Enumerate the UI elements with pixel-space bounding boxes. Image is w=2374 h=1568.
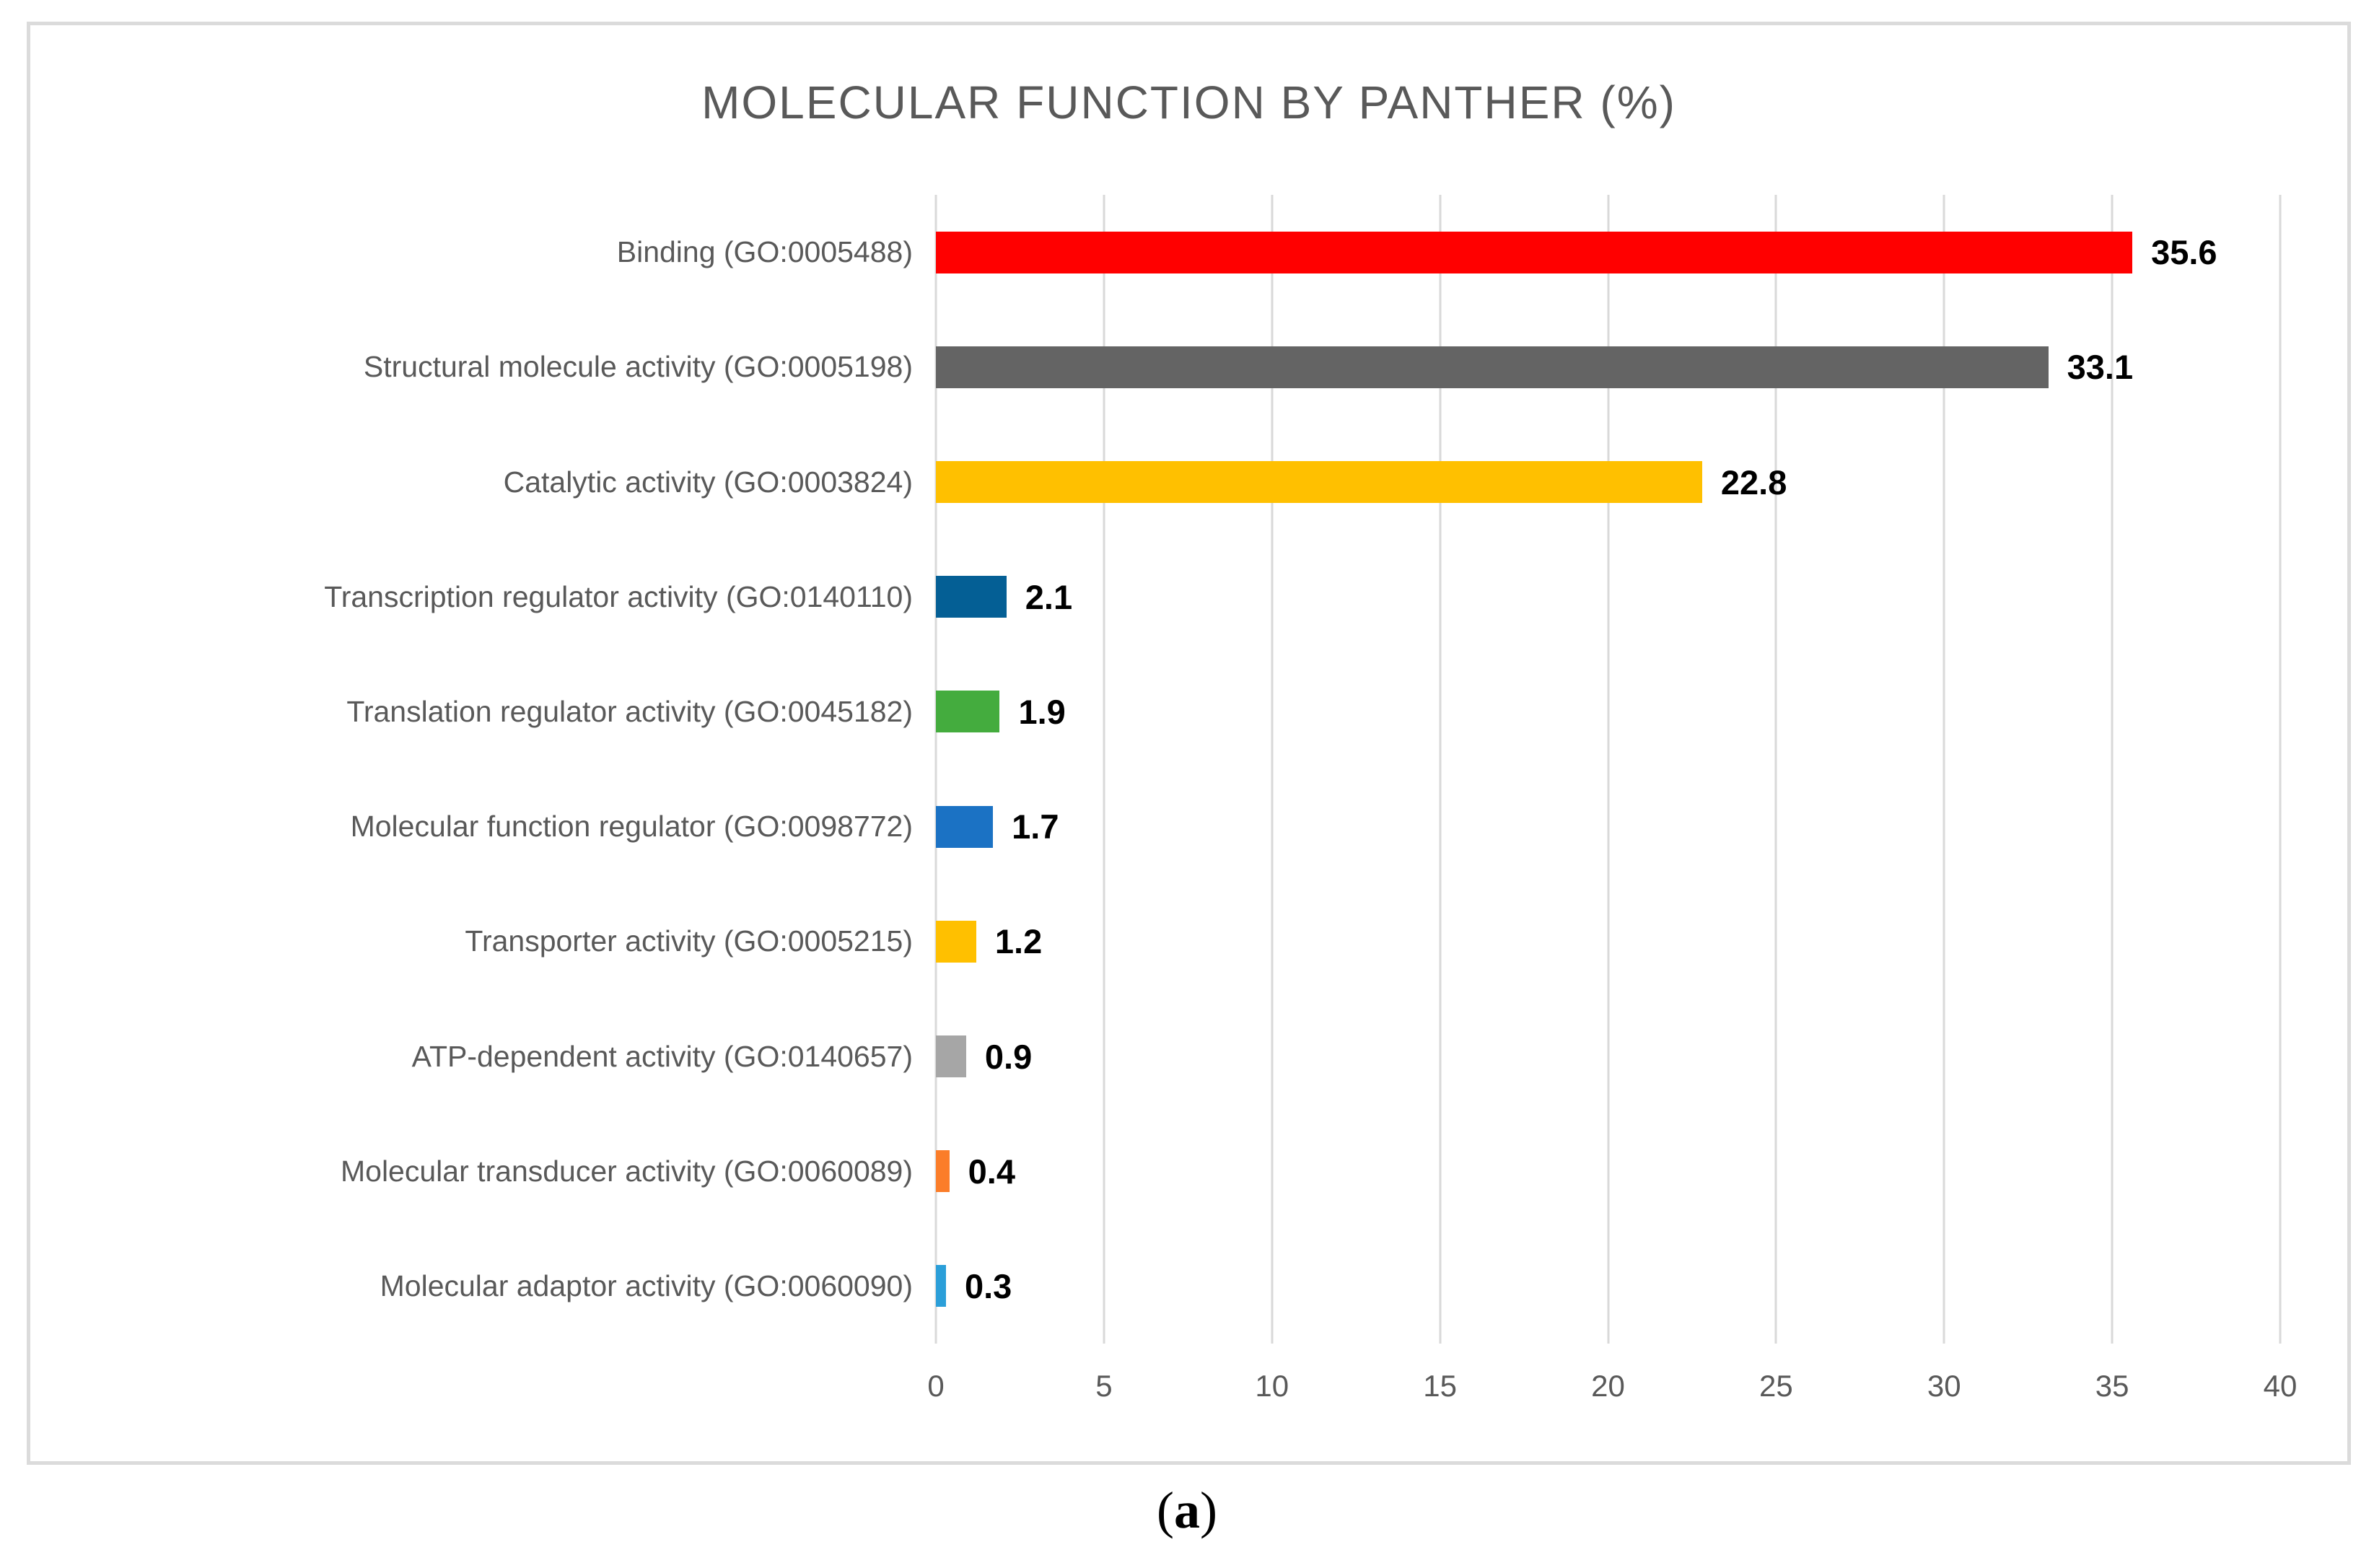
bar <box>936 1150 950 1193</box>
caption-open-paren: ( <box>1157 1481 1174 1539</box>
bar-row: Molecular function regulator (GO:0098772… <box>30 769 2347 884</box>
x-axis: 0 5 10 15 20 25 30 35 40 <box>927 1369 2297 1412</box>
figure-caption: (a) <box>0 1481 2374 1541</box>
category-label: Molecular transducer activity (GO:006008… <box>340 1154 913 1188</box>
caption-letter: a <box>1174 1481 1200 1539</box>
x-tick-label: 40 <box>2263 1369 2298 1403</box>
bar-track: 22.8 <box>936 424 2280 539</box>
bar-row: Translation regulator activity (GO:00451… <box>30 654 2347 769</box>
gridline <box>1607 195 1609 1344</box>
gridline <box>934 195 937 1344</box>
gridline <box>1774 195 1777 1344</box>
x-tick-label: 30 <box>1927 1369 1961 1403</box>
value-label: 35.6 <box>2151 233 2217 272</box>
bar-track: 1.2 <box>936 884 2280 999</box>
bar-track: 1.7 <box>936 769 2280 884</box>
value-label: 1.9 <box>1018 692 1066 731</box>
bar-track: 0.9 <box>936 999 2280 1113</box>
bar-track: 0.3 <box>936 1229 2280 1344</box>
gridlines <box>934 195 2282 1344</box>
category-label: Translation regulator activity (GO:00451… <box>346 694 913 728</box>
category-label: Catalytic activity (GO:0003824) <box>503 465 913 499</box>
bar-row: Catalytic activity (GO:0003824) 22.8 <box>30 424 2347 539</box>
bar-row: Molecular adaptor activity (GO:0060090) 0… <box>30 1229 2347 1344</box>
gridline <box>1103 195 1105 1344</box>
value-label: 1.2 <box>994 922 1043 961</box>
gridline <box>2279 195 2282 1344</box>
bar-row: Structural molecule activity (GO:0005198… <box>30 310 2347 424</box>
bar-row: Molecular transducer activity (GO:006008… <box>30 1114 2347 1229</box>
gridline <box>1439 195 1442 1344</box>
bar-rows: Binding (GO:0005488) 35.6 Structural molec… <box>30 195 2347 1344</box>
bar-track: 0.4 <box>936 1114 2280 1229</box>
category-label: Structural molecule activity (GO:0005198… <box>363 350 913 384</box>
bar-row: ATP-dependent activity (GO:0140657) 0.9 <box>30 999 2347 1113</box>
chart-title: MOLECULAR FUNCTION BY PANTHER (%) <box>701 76 1676 128</box>
bar <box>936 1265 946 1308</box>
category-label: Molecular function regulator (GO:0098772… <box>350 810 913 844</box>
chart-panel: MOLECULAR FUNCTION BY PANTHER (%) Bindin… <box>27 22 2351 1465</box>
bar-track: 33.1 <box>936 310 2280 424</box>
bar-track: 35.6 <box>936 195 2280 310</box>
gridline <box>1942 195 1945 1344</box>
category-label: Transcription regulator activity (GO:014… <box>324 579 913 613</box>
bar <box>936 346 2049 388</box>
bar <box>936 1035 966 1078</box>
bar-row: Binding (GO:0005488) 35.6 <box>30 195 2347 310</box>
x-tick-label: 35 <box>2095 1369 2129 1403</box>
gridline <box>1271 195 1274 1344</box>
value-label: 1.7 <box>1012 807 1059 846</box>
value-label: 0.3 <box>964 1266 1012 1305</box>
x-tick-label: 20 <box>1591 1369 1625 1403</box>
caption-close-paren: ) <box>1200 1481 1217 1539</box>
gridline <box>2111 195 2114 1344</box>
bar <box>936 461 1702 503</box>
bar <box>936 691 1000 733</box>
x-tick-label: 0 <box>927 1369 945 1403</box>
value-label: 0.4 <box>968 1152 1015 1191</box>
bar-track: 1.9 <box>936 654 2280 769</box>
category-label: Transporter activity (GO:0005215) <box>465 924 913 958</box>
x-tick-label: 5 <box>1095 1369 1113 1403</box>
x-tick-label: 15 <box>1423 1369 1457 1403</box>
bar <box>936 920 976 963</box>
value-label: 2.1 <box>1025 577 1073 616</box>
value-label: 33.1 <box>2067 348 2134 387</box>
bar-row: Transporter activity (GO:0005215) 1.2 <box>30 884 2347 999</box>
x-tick-label: 25 <box>1759 1369 1793 1403</box>
bar <box>936 231 2133 273</box>
bar-track: 2.1 <box>936 540 2280 654</box>
bar <box>936 805 994 848</box>
category-label: Binding (GO:0005488) <box>616 235 913 269</box>
x-tick-label: 10 <box>1255 1369 1289 1403</box>
category-label: ATP-dependent activity (GO:0140657) <box>411 1039 913 1073</box>
category-label: Molecular adaptor activity (GO:0060090) <box>380 1269 913 1302</box>
value-label: 0.9 <box>984 1037 1033 1076</box>
value-label: 22.8 <box>1720 463 1787 502</box>
bar <box>936 576 1007 618</box>
bar-row: Transcription regulator activity (GO:014… <box>30 540 2347 654</box>
